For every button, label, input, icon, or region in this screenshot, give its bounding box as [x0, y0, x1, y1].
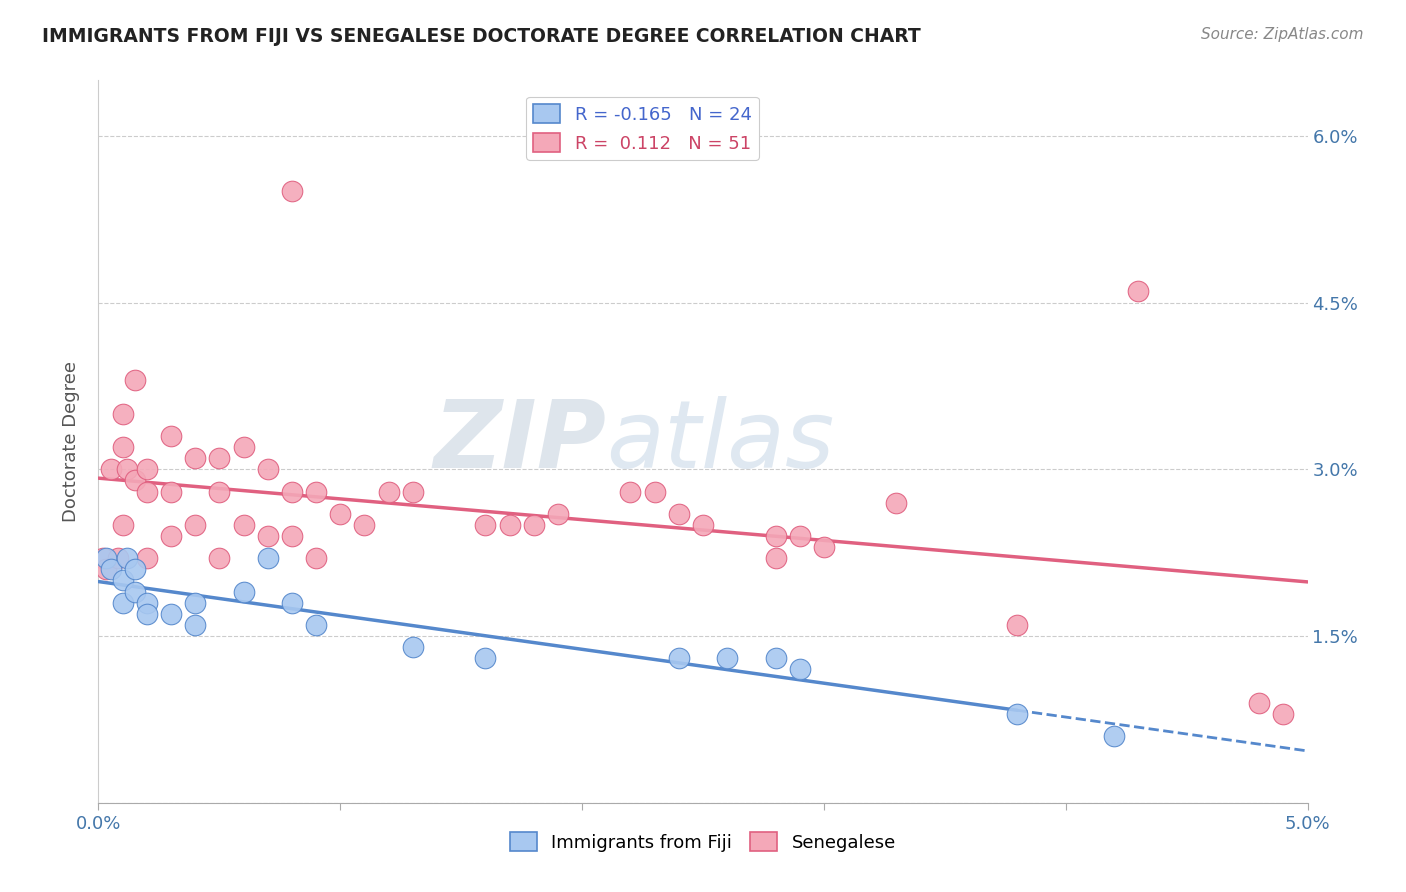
- Text: IMMIGRANTS FROM FIJI VS SENEGALESE DOCTORATE DEGREE CORRELATION CHART: IMMIGRANTS FROM FIJI VS SENEGALESE DOCTO…: [42, 27, 921, 45]
- Point: [619, 484, 641, 499]
- Point: [377, 484, 399, 499]
- Point: [256, 551, 278, 566]
- Point: [1007, 706, 1029, 721]
- Point: [111, 440, 134, 454]
- Point: [100, 562, 122, 576]
- Point: [813, 540, 835, 554]
- Point: [124, 584, 146, 599]
- Point: [208, 551, 231, 566]
- Point: [789, 662, 811, 676]
- Point: [135, 484, 157, 499]
- Point: [547, 507, 569, 521]
- Point: [124, 474, 146, 488]
- Point: [94, 562, 117, 576]
- Point: [716, 651, 738, 665]
- Point: [692, 517, 714, 532]
- Point: [184, 596, 207, 610]
- Point: [402, 484, 425, 499]
- Point: [91, 551, 114, 566]
- Point: [232, 517, 254, 532]
- Point: [644, 484, 666, 499]
- Point: [1102, 729, 1125, 743]
- Point: [402, 640, 425, 655]
- Point: [232, 440, 254, 454]
- Point: [305, 618, 328, 632]
- Point: [305, 551, 328, 566]
- Point: [256, 529, 278, 543]
- Point: [124, 373, 146, 387]
- Point: [1272, 706, 1295, 721]
- Point: [160, 429, 183, 443]
- Point: [668, 651, 690, 665]
- Point: [124, 562, 146, 576]
- Point: [281, 596, 304, 610]
- Text: ZIP: ZIP: [433, 395, 606, 488]
- Point: [117, 462, 139, 476]
- Point: [886, 496, 908, 510]
- Point: [765, 551, 787, 566]
- Point: [111, 596, 134, 610]
- Point: [111, 517, 134, 532]
- Point: [135, 551, 157, 566]
- Point: [789, 529, 811, 543]
- Point: [1007, 618, 1029, 632]
- Point: [100, 462, 122, 476]
- Point: [1128, 285, 1150, 299]
- Point: [94, 551, 117, 566]
- Point: [765, 651, 787, 665]
- Point: [208, 484, 231, 499]
- Point: [111, 574, 134, 588]
- Point: [135, 607, 157, 621]
- Point: [281, 529, 304, 543]
- Point: [160, 529, 183, 543]
- Point: [281, 185, 304, 199]
- Point: [668, 507, 690, 521]
- Point: [184, 517, 207, 532]
- Point: [523, 517, 546, 532]
- Text: atlas: atlas: [606, 396, 835, 487]
- Point: [117, 551, 139, 566]
- Point: [160, 607, 183, 621]
- Point: [208, 451, 231, 466]
- Point: [474, 517, 496, 532]
- Legend: Immigrants from Fiji, Senegalese: Immigrants from Fiji, Senegalese: [503, 824, 903, 859]
- Point: [765, 529, 787, 543]
- Point: [232, 584, 254, 599]
- Point: [353, 517, 375, 532]
- Point: [256, 462, 278, 476]
- Y-axis label: Doctorate Degree: Doctorate Degree: [62, 361, 80, 522]
- Point: [135, 596, 157, 610]
- Point: [498, 517, 520, 532]
- Point: [1249, 696, 1271, 710]
- Point: [160, 484, 183, 499]
- Text: Source: ZipAtlas.com: Source: ZipAtlas.com: [1201, 27, 1364, 42]
- Point: [135, 462, 157, 476]
- Point: [107, 551, 129, 566]
- Point: [184, 451, 207, 466]
- Point: [281, 484, 304, 499]
- Point: [329, 507, 352, 521]
- Point: [305, 484, 328, 499]
- Point: [111, 407, 134, 421]
- Point: [184, 618, 207, 632]
- Point: [474, 651, 496, 665]
